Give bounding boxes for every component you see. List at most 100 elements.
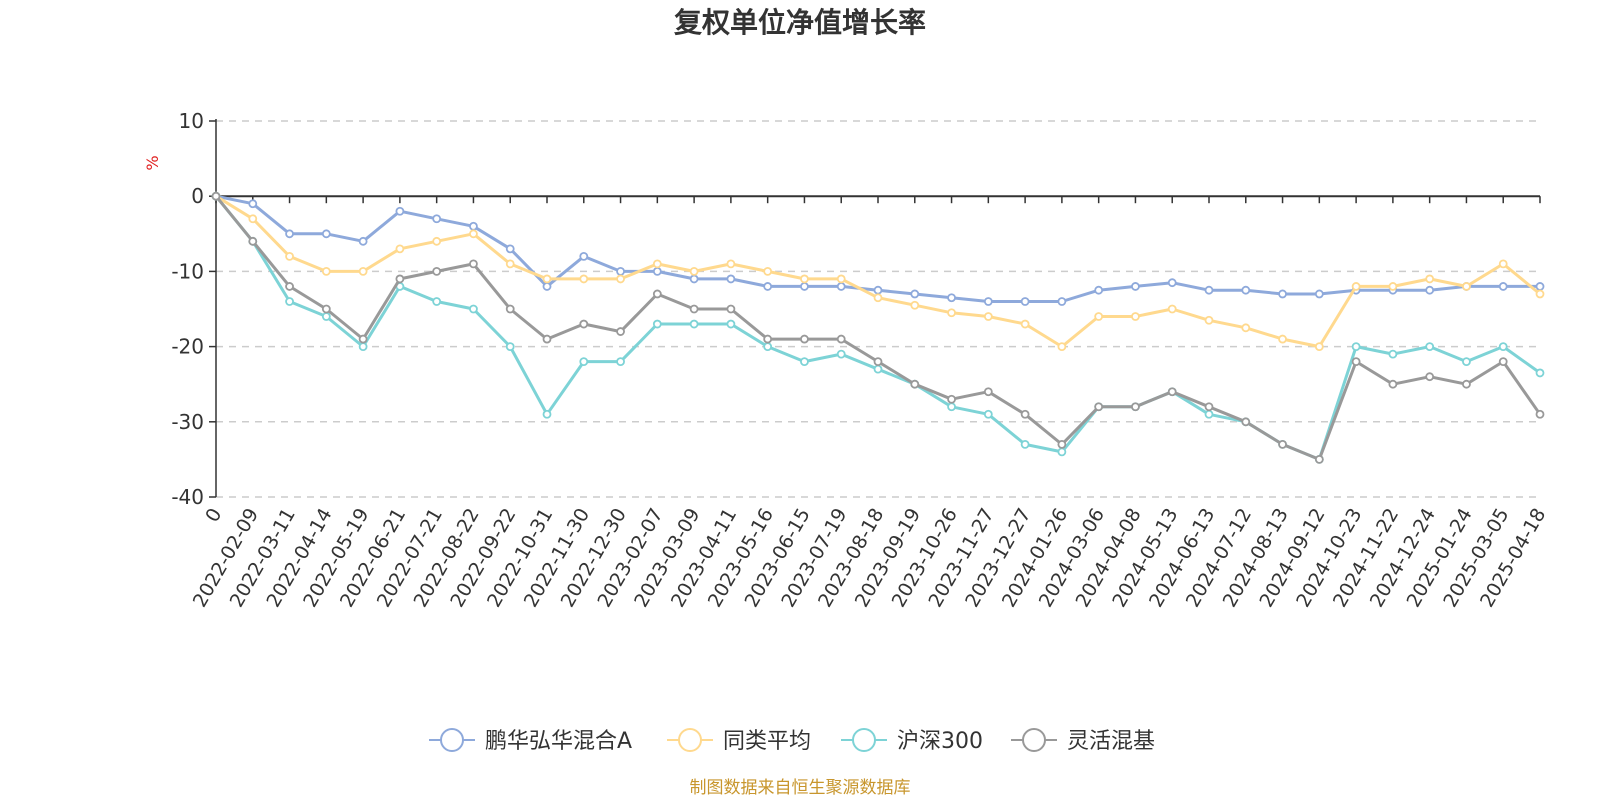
y-tick-label: -40 [171, 485, 204, 509]
data-point [505, 304, 515, 314]
data-point [1425, 285, 1435, 295]
data-point [395, 244, 405, 254]
data-point [616, 327, 625, 336]
data-point [1278, 439, 1287, 449]
data-point [947, 394, 956, 404]
data-point [652, 259, 662, 269]
data-point [652, 319, 662, 329]
data-point [505, 259, 515, 269]
x-tick-label: 0 [201, 505, 226, 526]
data-point [1241, 285, 1251, 295]
data-point [763, 342, 773, 352]
y-tick-label: 0 [191, 184, 204, 208]
data-point [1094, 285, 1104, 295]
data-point [505, 244, 515, 254]
legend-item[interactable]: 鹏华弘华混合A [429, 728, 632, 754]
data-point [469, 259, 478, 269]
data-point [1425, 372, 1435, 382]
data-point [395, 274, 405, 284]
data-point [836, 274, 846, 284]
data-point [505, 342, 515, 352]
data-point [763, 282, 773, 291]
data-point [1351, 342, 1361, 352]
chart-title: 复权单位净值增长率 [674, 6, 926, 39]
data-point [1057, 447, 1067, 457]
series-4 [211, 191, 1545, 464]
data-point [763, 334, 773, 344]
data-point [726, 304, 736, 314]
data-point [211, 191, 221, 201]
data-point [358, 342, 368, 352]
data-point [1498, 357, 1508, 367]
data-point [800, 357, 809, 367]
data-point [800, 334, 809, 344]
data-point [248, 236, 258, 246]
data-point [836, 349, 846, 359]
data-point [469, 221, 478, 231]
data-point [1204, 402, 1214, 412]
data-point [983, 312, 993, 321]
data-point [358, 236, 368, 246]
legend[interactable]: 鹏华弘华混合A 同类平均 沪深300 灵活混基 [429, 728, 1155, 754]
data-point [947, 402, 956, 412]
data-point [1535, 368, 1545, 378]
data-point [395, 206, 405, 216]
data-point [983, 409, 993, 419]
data-point [285, 251, 294, 261]
data-point [652, 266, 662, 276]
y-axis-unit: % [143, 155, 162, 170]
data-point [836, 334, 846, 344]
data-point [542, 409, 552, 419]
data-point [726, 259, 736, 269]
data-point [1131, 402, 1140, 412]
data-point [1094, 402, 1104, 412]
data-point [1462, 282, 1471, 291]
data-point [726, 274, 736, 284]
legend-marker-icon [678, 728, 702, 752]
legend-label: 同类平均 [723, 729, 811, 754]
data-point [726, 319, 736, 329]
legend-marker-icon [852, 728, 876, 752]
data-point [910, 300, 920, 310]
series-line [214, 195, 1541, 461]
data-point [1167, 278, 1177, 288]
data-point [432, 214, 442, 224]
data-point [800, 274, 809, 284]
data-point [1094, 312, 1104, 321]
data-point [1388, 282, 1398, 291]
data-point [1204, 285, 1214, 295]
data-point [1535, 409, 1545, 419]
y-tick-label: -10 [171, 259, 204, 283]
data-point [1241, 323, 1251, 333]
data-point [1278, 289, 1287, 299]
data-point [1425, 342, 1435, 352]
data-point [1388, 349, 1398, 359]
data-point [1278, 334, 1287, 344]
legend-label: 沪深300 [897, 729, 983, 754]
data-point [469, 304, 478, 314]
data-point [873, 364, 883, 374]
series-line [215, 194, 1540, 303]
data-point [947, 308, 956, 318]
data-point [579, 319, 589, 329]
data-point [873, 293, 883, 303]
legend-item[interactable]: 灵活混基 [1011, 728, 1155, 754]
series-2 [211, 191, 1545, 352]
data-point [1241, 417, 1251, 427]
data-point [910, 289, 920, 299]
data-point [652, 289, 662, 299]
data-point [689, 304, 699, 314]
data-point [763, 266, 773, 276]
data-point [1314, 289, 1324, 299]
data-point [358, 266, 368, 276]
data-point [1351, 357, 1361, 367]
legend-item[interactable]: 同类平均 [667, 728, 811, 754]
data-point [1057, 342, 1067, 352]
legend-item[interactable]: 沪深300 [841, 728, 983, 754]
data-point [616, 357, 625, 367]
axes: 100-10-20-30-4002022-02-092022-03-112022… [171, 109, 1550, 611]
data-point [1131, 312, 1140, 321]
data-point [800, 282, 809, 291]
data-point [248, 214, 258, 224]
